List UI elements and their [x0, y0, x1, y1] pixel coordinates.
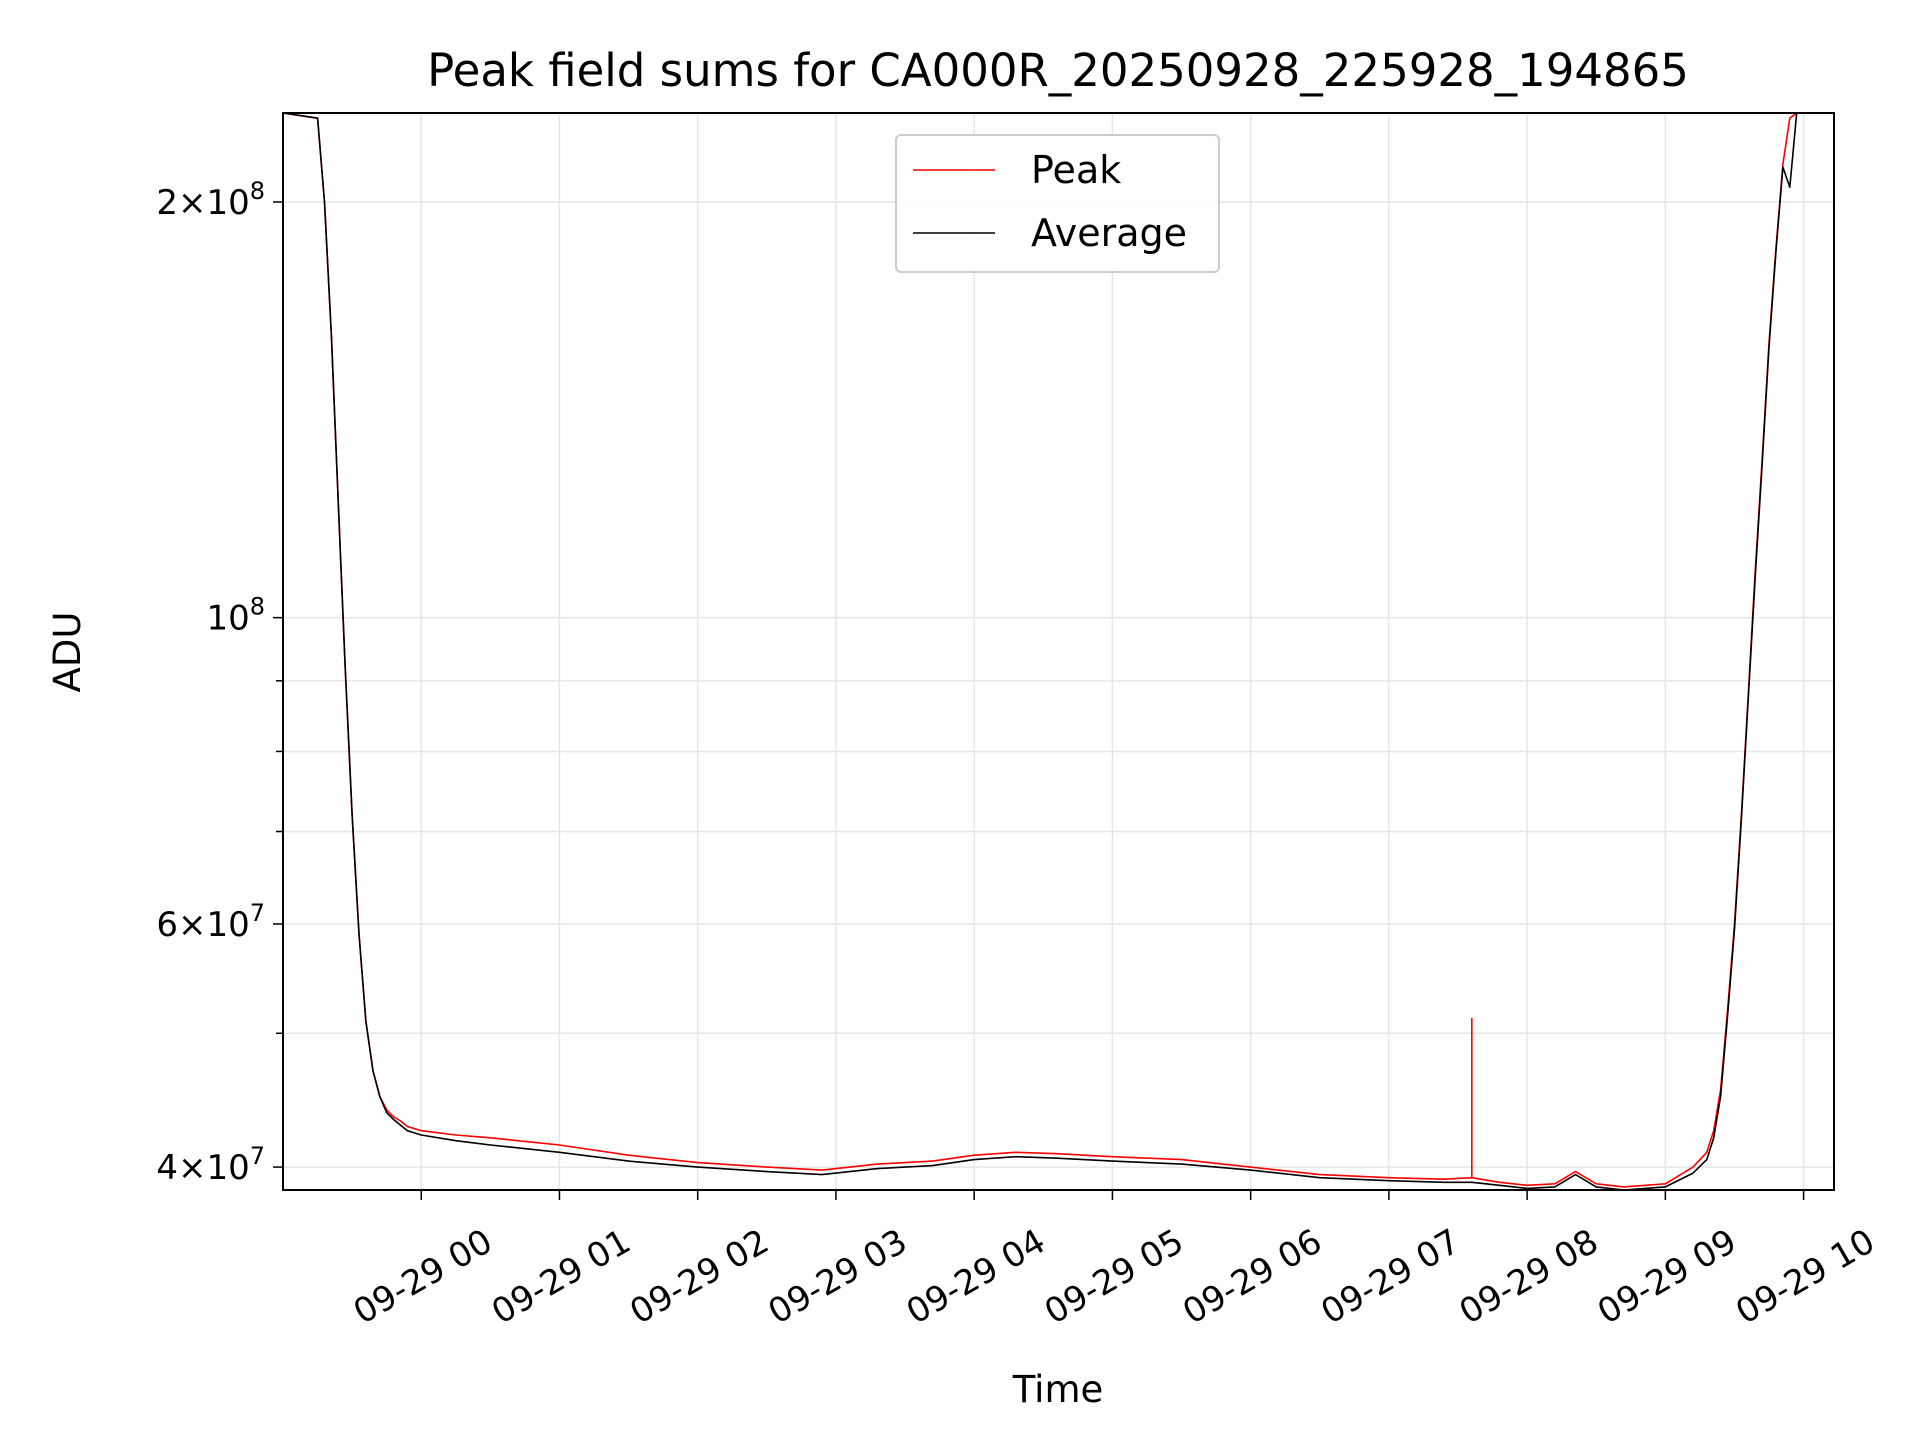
legend: Peak Average — [895, 134, 1220, 273]
chart-title: Peak field sums for CA000R_20250928_2259… — [427, 44, 1689, 97]
y-tick-label: 6×107 — [156, 899, 265, 945]
y-tick-label: 2×108 — [156, 177, 265, 223]
y-axis: 4×107 6×107 108 2×108 — [156, 177, 283, 1188]
legend-peak-label: Peak — [1031, 148, 1121, 192]
average-series-line — [283, 113, 1834, 1190]
grid — [283, 113, 1834, 1190]
plot-frame — [282, 112, 1835, 1191]
x-axis-label: Time — [1012, 1368, 1104, 1411]
y-axis-label: ADU — [46, 612, 89, 693]
y-tick-label: 108 — [206, 593, 265, 639]
series-layer — [283, 113, 1834, 1190]
y-tick-label: 4×107 — [156, 1142, 265, 1188]
legend-average-label: Average — [1031, 211, 1187, 255]
